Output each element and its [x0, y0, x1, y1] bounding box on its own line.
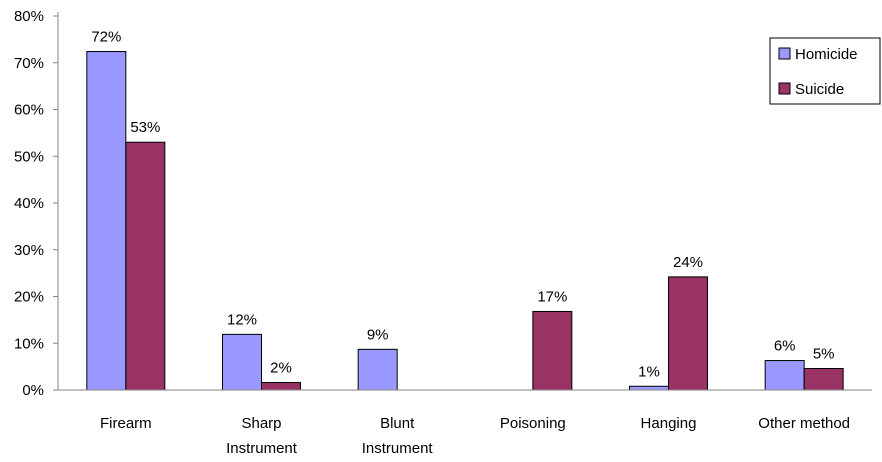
bar-homicide-2: [357, 348, 398, 391]
x-category-label: Instrument: [226, 440, 298, 457]
data-label-suicide: 2%: [270, 360, 292, 377]
y-tick-label: 50%: [14, 148, 44, 165]
x-category-label: Other method: [758, 415, 850, 432]
x-category-label: Poisoning: [500, 415, 566, 432]
y-tick-label: 60%: [14, 102, 44, 119]
data-label-homicide: 6%: [774, 338, 796, 355]
x-category-label: Blunt: [380, 415, 415, 432]
x-category-label: Sharp: [241, 415, 281, 432]
legend-label-homicide: Homicide: [795, 46, 858, 63]
data-label-homicide: 72%: [91, 29, 121, 46]
bar-suicide-3: [532, 310, 573, 391]
x-category-label: Instrument: [362, 440, 434, 457]
bar-homicide-4: [629, 385, 669, 391]
legend-swatch-suicide: [778, 82, 791, 95]
bar-homicide-5: [764, 360, 805, 391]
bars: [86, 51, 844, 391]
legend-swatch-homicide: [778, 47, 791, 60]
x-category-label: Hanging: [641, 415, 697, 432]
legend: Homicide Suicide: [769, 37, 881, 105]
x-axis-category-labels: Firearm Sharp Instrument Blunt Instrument Poi…: [100, 415, 850, 457]
bar-suicide-1: [261, 382, 301, 391]
data-labels: 72% 53% 12% 2% 9% 17% 1% 24% 6% 5%: [91, 29, 834, 381]
legend-label-suicide: Suicide: [795, 81, 844, 98]
axes: [57, 12, 872, 391]
y-tick-label: 0%: [22, 382, 44, 399]
x-category-label: Firearm: [100, 415, 152, 432]
y-tick-label: 10%: [14, 335, 44, 352]
bar-suicide-0: [125, 141, 166, 391]
data-label-suicide: 53%: [130, 119, 160, 136]
y-tick-label: 40%: [14, 195, 44, 212]
bar-suicide-4: [668, 276, 708, 391]
bar-suicide-5: [803, 367, 844, 391]
y-axis-ticks: 0% 10% 20% 30% 40% 50% 60% 70% 80%: [14, 8, 58, 399]
y-tick-label: 70%: [14, 55, 44, 72]
bar-homicide-0: [86, 51, 127, 391]
data-label-homicide: 9%: [367, 326, 389, 343]
data-label-suicide: 5%: [813, 345, 835, 362]
data-label-suicide: 24%: [673, 254, 703, 271]
y-tick-label: 30%: [14, 242, 44, 259]
data-label-homicide: 1%: [638, 363, 660, 380]
data-label-suicide: 17%: [537, 288, 567, 305]
bar-homicide-1: [222, 333, 262, 391]
data-label-homicide: 12%: [227, 311, 257, 328]
y-tick-label: 20%: [14, 289, 44, 306]
y-tick-label: 80%: [14, 8, 44, 25]
